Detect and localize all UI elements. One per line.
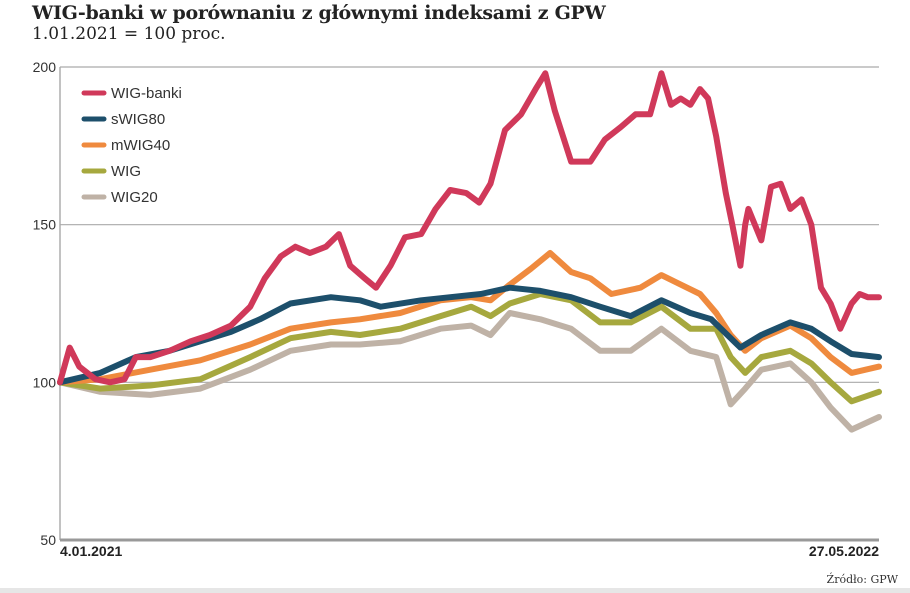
y-tick-label: 200: [33, 59, 57, 75]
x-tick-label-end: 27.05.2022: [809, 543, 879, 559]
legend-label-swig80: sWIG80: [111, 111, 165, 128]
y-tick-label: 50: [40, 532, 56, 548]
series-line-swig80: [57, 284, 882, 386]
y-tick-label: 150: [33, 217, 57, 233]
y-tick-label: 100: [33, 374, 57, 390]
series-line-wig: [57, 291, 882, 405]
legend-label-mwig40: mWIG40: [111, 137, 170, 154]
series-line-wig-banki: [57, 70, 882, 386]
series-line-wig20: [57, 310, 882, 433]
source-note: Źródło: GPW: [826, 573, 898, 586]
chart-subtitle: 1.01.2021 = 100 proc.: [32, 24, 226, 44]
bottom-bar: [0, 588, 910, 593]
legend-label-wig-banki: WIG-banki: [111, 85, 182, 102]
legend-label-wig: WIG: [111, 163, 141, 180]
chart-title: WIG-banki w porównaniu z głównymi indeks…: [32, 2, 606, 24]
legend-label-wig20: WIG20: [111, 189, 158, 206]
x-tick-label-start: 4.01.2021: [60, 543, 122, 559]
